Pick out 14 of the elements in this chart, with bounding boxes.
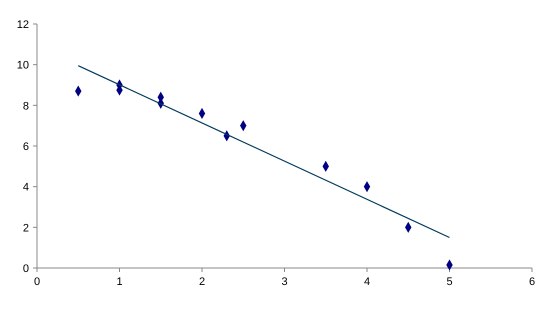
y-tick-label: 0 bbox=[22, 263, 29, 275]
y-tick-label: 12 bbox=[16, 19, 29, 31]
x-tick-label: 0 bbox=[34, 276, 40, 288]
y-tick-label: 6 bbox=[22, 141, 29, 153]
x-tick-label: 6 bbox=[528, 276, 536, 288]
x-tick-label: 2 bbox=[198, 276, 206, 288]
x-tick-label: 1 bbox=[116, 276, 123, 288]
y-tick-label: 2 bbox=[22, 222, 29, 234]
x-tick-label: 4 bbox=[364, 276, 370, 288]
y-tick-label: 4 bbox=[22, 182, 29, 194]
x-tick-label: 3 bbox=[281, 276, 288, 288]
y-tick-label: 10 bbox=[16, 60, 29, 72]
x-tick-label: 5 bbox=[446, 276, 453, 288]
y-tick-label: 8 bbox=[22, 100, 29, 112]
